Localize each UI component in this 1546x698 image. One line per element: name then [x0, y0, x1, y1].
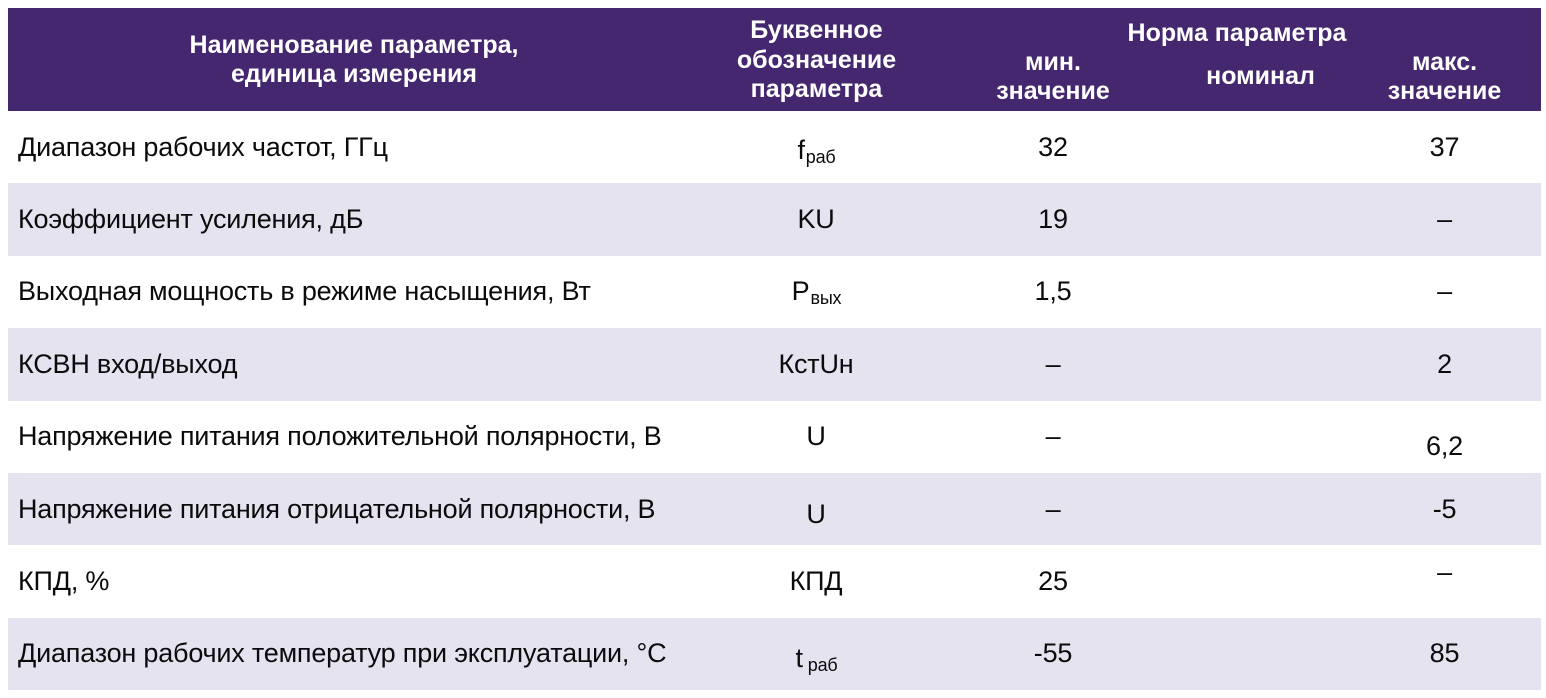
table-row: Выходная мощность в режиме насыщения, Вт…	[8, 255, 1541, 329]
param-name: Выходная мощность в режиме насыщения, Вт	[18, 276, 591, 307]
param-max: 37	[1429, 131, 1460, 162]
header-norm-title: Норма параметра	[1127, 19, 1347, 47]
symbol-main: КПД	[789, 565, 843, 596]
param-name: Коэффициент усиления, дБ	[18, 204, 364, 235]
param-min: –	[1045, 348, 1061, 379]
header-norm-subcolumns: мин. значение номинал макс. значение	[933, 48, 1541, 113]
param-nominal	[1173, 328, 1348, 400]
symbol-main: KU	[797, 204, 835, 235]
symbol-main: t	[795, 643, 803, 674]
param-name: Диапазон рабочих температур при эксплуат…	[18, 638, 667, 669]
param-nominal	[1173, 545, 1348, 617]
header-norm-group: Норма параметра мин. значение номинал ма…	[933, 8, 1541, 113]
param-min: 1,5	[1034, 276, 1072, 307]
symbol-main: U	[806, 498, 826, 529]
table-header: Наименование параметра, единица измерени…	[8, 8, 1541, 111]
param-name: КСВН вход/выход	[18, 348, 238, 379]
table-row: Напряжение питания положительной полярно…	[8, 400, 1541, 473]
table-row: КСВН вход/выход КстUн – 2	[8, 328, 1541, 401]
param-symbol: U	[700, 401, 933, 473]
param-nominal	[1173, 256, 1348, 328]
param-min: -55	[1033, 638, 1073, 669]
param-name: Напряжение питания положительной полярно…	[18, 421, 662, 452]
param-symbol: КПД	[700, 545, 933, 617]
param-nominal	[1173, 473, 1348, 545]
table-body: Диапазон рабочих частот, ГГц f раб 32 37 …	[8, 111, 1541, 690]
table-row: КПД, % КПД 25 –	[8, 545, 1541, 618]
header-min-value: мин. значение	[996, 47, 1110, 106]
param-name: Диапазон рабочих частот, ГГц	[18, 131, 388, 162]
param-min: 19	[1038, 204, 1068, 235]
param-max: 85	[1429, 638, 1460, 669]
param-symbol: f раб	[700, 114, 933, 186]
param-nominal	[1173, 183, 1348, 255]
param-max: –	[1437, 204, 1452, 235]
param-max: 2	[1437, 348, 1452, 379]
param-min: –	[1045, 493, 1061, 524]
symbol-main: U	[806, 421, 826, 452]
symbol-main: f	[797, 134, 805, 165]
header-parameter-name: Наименование параметра, единица измерени…	[189, 30, 519, 89]
header-nominal: номинал	[1206, 62, 1315, 91]
table-row: Напряжение питания отрицательной полярно…	[8, 472, 1541, 546]
table-row: Диапазон рабочих температур при эксплуат…	[8, 617, 1541, 690]
table-row: Диапазон рабочих частот, ГГц f раб 32 37	[8, 111, 1541, 186]
header-symbol: Буквенное обозначение параметра	[736, 16, 897, 103]
param-symbol: U	[700, 478, 933, 550]
symbol-subscript: вых	[810, 288, 842, 309]
param-symbol: KU	[700, 183, 933, 255]
param-max: 6,2	[1426, 431, 1463, 462]
param-nominal	[1173, 618, 1348, 690]
param-nominal	[1173, 111, 1348, 183]
param-max: –	[1437, 276, 1452, 307]
param-max: –	[1437, 556, 1452, 587]
param-min: –	[1045, 421, 1061, 452]
symbol-subscript: раб	[805, 146, 836, 167]
param-symbol: КстUн	[700, 328, 933, 400]
table-row: Коэффициент усиления, дБ KU 19 –	[8, 183, 1541, 256]
param-max: -5	[1432, 493, 1457, 524]
param-name: КПД, %	[18, 565, 110, 596]
param-min: 32	[1038, 131, 1068, 162]
param-name: Напряжение питания отрицательной полярно…	[18, 493, 656, 524]
param-min: 25	[1038, 565, 1068, 596]
param-nominal	[1173, 401, 1348, 473]
parameters-table: Наименование параметра, единица измерени…	[8, 8, 1541, 690]
symbol-subscript: раб	[807, 655, 838, 676]
symbol-main: КстUн	[778, 348, 854, 379]
symbol-main: P	[791, 276, 810, 307]
header-max-value: макс. значение	[1387, 47, 1502, 106]
param-symbol: t раб	[700, 623, 933, 695]
